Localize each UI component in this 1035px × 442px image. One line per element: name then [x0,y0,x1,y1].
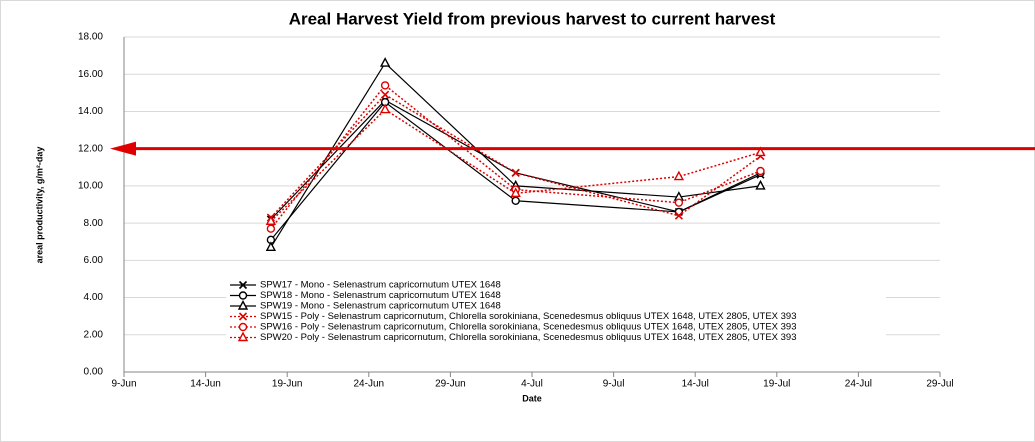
y-tick-label: 14.00 [78,106,103,117]
y-tick-label: 8.00 [84,218,104,229]
marker [756,166,765,176]
marker [674,198,684,207]
marker [380,81,390,90]
legend: SPW17 - Mono - Selenastrum capricornutum… [226,278,886,345]
marker [237,331,249,342]
y-tick-label: 4.00 [84,292,104,303]
legend-label: SPW15 - Poly - Selenastrum capricornutum… [260,311,796,322]
marker [379,103,391,114]
marker [238,280,248,290]
x-tick-label: 14-Jul [682,379,709,390]
legend-label: SPW18 - Mono - Selenastrum capricornutum… [260,290,501,301]
y-tick-label: 16.00 [78,69,103,80]
marker [265,241,277,252]
marker [237,300,249,310]
marker [265,215,277,225]
y-tick-label: 2.00 [84,329,104,340]
marker [379,57,391,67]
legend-label: SPW20 - Poly - Selenastrum capricornutum… [260,332,796,343]
marker [755,146,766,157]
y-tick-label: 0.00 [84,367,104,378]
x-tick-label: 24-Jul [845,379,872,390]
marker [381,90,390,99]
y-tick-label: 18.00 [78,32,103,43]
legend-box [226,278,886,345]
x-tick-label: 19-Jun [272,379,303,390]
marker [673,170,685,181]
marker [238,291,248,300]
x-axis-title: Date [522,393,542,403]
x-tick-label: 19-Jul [763,379,790,390]
arrow-head [110,141,136,156]
chart-title: Areal Harvest Yield from previous harves… [289,9,776,28]
y-tick-label: 12.00 [78,143,103,154]
x-tick-label: 9-Jun [111,379,136,390]
x-tick-label: 9-Jul [603,379,625,390]
legend-label: SPW16 - Poly - Selenastrum capricornutum… [260,322,796,333]
marker [266,224,276,233]
marker [674,211,683,220]
x-tick-label: 14-Jun [190,379,221,390]
marker [238,312,248,321]
x-tick-label: 4-Jul [521,379,543,390]
marker [755,179,766,190]
x-tick-label: 29-Jul [926,379,953,390]
x-tick-label: 24-Jun [354,379,385,390]
marker [510,187,521,198]
y-tick-label: 10.00 [78,181,103,192]
marker [511,196,520,205]
x-tick-label: 29-Jun [435,379,466,390]
marker [238,322,248,332]
marker [511,168,520,177]
y-tick-label: 6.00 [84,255,104,266]
legend-label: SPW19 - Mono - Selenastrum capricornutum… [260,301,501,312]
y-axis-title: areal productivity, g/m²-day [34,147,44,264]
legend-label: SPW17 - Mono - Selenastrum capricornutum… [260,280,501,291]
